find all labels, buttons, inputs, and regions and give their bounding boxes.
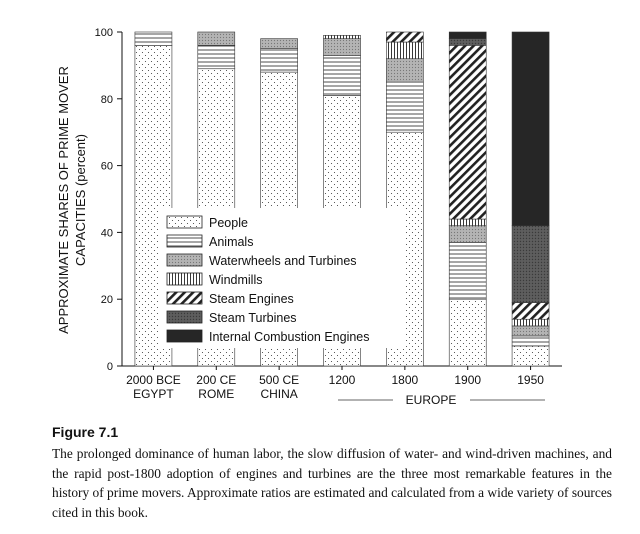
bar-segment — [511, 325, 550, 337]
bar-segment — [323, 55, 361, 96]
x-tick-label: 1800 — [392, 373, 419, 387]
legend-label: Waterwheels and Turbines — [209, 254, 357, 268]
x-tick-label: 1200 — [329, 373, 356, 387]
bar-segment — [386, 58, 424, 83]
bar-segment — [134, 31, 173, 46]
y-tick-label: 80 — [101, 94, 113, 106]
x-tick-label: 1900 — [454, 373, 481, 387]
europe-group-label: EUROPE — [338, 393, 545, 407]
legend-label: Internal Combustion Engines — [209, 330, 370, 344]
europe-label: EUROPE — [406, 393, 457, 407]
legend-swatch — [166, 291, 203, 305]
legend-label: Steam Turbines — [209, 311, 297, 325]
bar-segment — [323, 35, 361, 39]
y-tick-label: 0 — [107, 361, 113, 373]
bar-segment — [386, 31, 424, 43]
x-tick-sublabel: EGYPT — [133, 387, 174, 401]
figure-caption: The prolonged dominance of human labor, … — [52, 446, 612, 520]
y-tick-label: 40 — [101, 227, 113, 239]
bar-segment — [511, 318, 550, 327]
x-tick-label: 200 CE — [196, 373, 236, 387]
figure-title: Figure 7.1 — [52, 424, 119, 440]
legend-label: Animals — [209, 235, 253, 249]
legend-label: Windmills — [209, 273, 262, 287]
x-tick-sublabel: ROME — [198, 387, 234, 401]
chart-axes: 0 20 40 60 80 100 — [95, 27, 562, 373]
bar-segment — [260, 48, 298, 73]
bar-segment — [511, 31, 550, 227]
x-tick-label: 2000 BCE — [126, 373, 181, 387]
y-tick-label: 60 — [101, 161, 113, 173]
y-tick-label: 20 — [101, 294, 113, 306]
legend-swatch — [166, 329, 203, 343]
legend-swatch — [166, 310, 203, 324]
x-tick-label: 1950 — [517, 373, 544, 387]
bar-segment — [448, 225, 487, 243]
y-tick-label: 100 — [95, 27, 113, 39]
bar-segment — [448, 45, 487, 220]
bar-segment — [511, 345, 550, 367]
bar-segment — [448, 298, 487, 367]
bar-segment — [260, 38, 298, 49]
bar-segment — [197, 31, 236, 46]
legend-swatch — [166, 234, 203, 248]
legend-label: People — [209, 216, 248, 230]
bar-segment — [386, 81, 424, 133]
x-tick-label: 500 CE — [259, 373, 299, 387]
bar-segment — [386, 41, 424, 60]
legend-swatch — [166, 215, 203, 229]
bar-segment — [448, 218, 487, 227]
x-tick-sublabel: CHINA — [260, 387, 297, 401]
bar-segment — [511, 335, 550, 347]
legend-swatch — [166, 253, 203, 267]
legend-label: Steam Engines — [209, 292, 294, 306]
bar-segment — [448, 38, 487, 46]
bar-segment — [197, 45, 236, 70]
bar-segment — [511, 302, 550, 320]
bar-segment — [323, 38, 361, 56]
bar-segment — [511, 225, 550, 303]
legend-swatch — [166, 272, 203, 286]
y-axis-label-line2: CAPACITIES (percent) — [73, 134, 88, 266]
chart-legend: People Animals Waterwheels and Turbines Win… — [160, 208, 404, 348]
y-axis-label-line1: APPROXIMATE SHARES OF PRIME MOVER — [56, 66, 71, 334]
bar-segment — [448, 31, 487, 39]
bar-segment — [448, 242, 487, 300]
